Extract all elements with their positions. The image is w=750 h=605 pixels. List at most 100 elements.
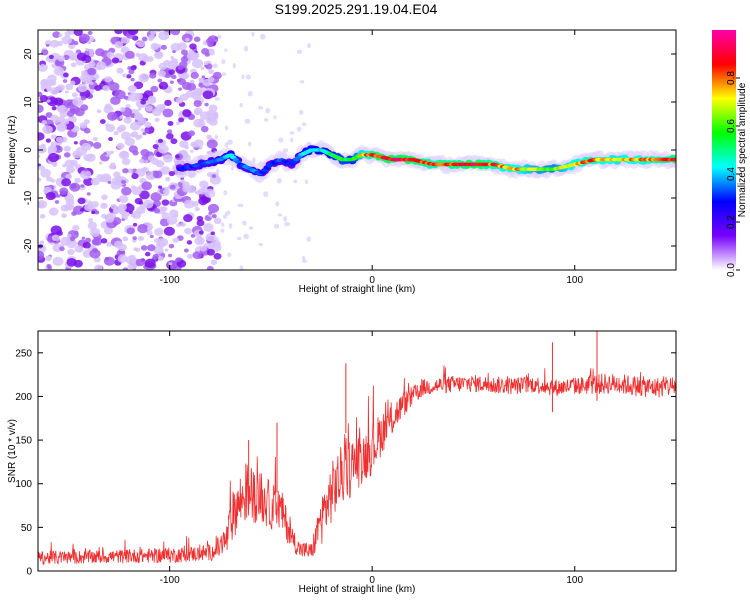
noise-speckle [94,264,103,270]
noise-speckle [125,50,135,59]
noise-speckle [43,78,48,83]
noise-speckle [115,175,122,181]
noise-speckle [74,107,85,117]
noise-speckle [39,214,46,219]
noise-speckle [183,248,189,253]
noise-speckle [62,79,68,83]
noise-speckle [207,41,214,48]
noise-speckle [121,158,131,166]
noise-speckle [273,115,277,120]
noise-speckle [182,109,192,118]
noise-speckle [197,188,206,195]
noise-speckle [210,192,216,198]
noise-speckle [193,107,203,115]
noise-speckle [140,149,150,157]
noise-speckle [179,140,189,149]
noise-speckle [278,137,284,143]
noise-speckle [81,75,93,85]
noise-speckle [168,253,173,258]
noise-speckle [116,67,124,74]
spectrogram-x-label: Height of straight line (km) [299,284,416,295]
noise-speckle [202,90,214,100]
noise-speckle [180,49,188,56]
noise-speckle [247,90,253,97]
noise-speckle [46,176,53,182]
figure-title: S199.2025.291.19.04.E04 [275,1,438,17]
noise-speckle [96,109,102,114]
noise-speckle [120,151,129,158]
noise-speckle [130,77,135,82]
noise-speckle [137,223,149,234]
noise-speckle [177,65,184,70]
snr-y-ticks: 0 50 100 150 200 250 [15,348,676,578]
noise-speckle [100,238,108,244]
noise-speckle [121,186,132,196]
noise-speckle [190,234,196,238]
snr-line [38,365,676,565]
noise-speckle [121,217,125,222]
noise-speckle [100,202,108,209]
noise-speckle [150,158,160,165]
noise-speckle [106,111,118,121]
noise-speckle [73,141,78,145]
noise-speckle [38,202,42,207]
spectrogram-y-label: Frequency (Hz) [7,116,18,185]
noise-speckle [60,236,71,246]
noise-speckle [132,222,138,227]
noise-speckle [39,240,45,245]
noise-speckle [299,80,305,84]
noise-speckle [164,248,169,252]
noise-speckle [109,150,114,154]
noise-speckle [81,70,88,76]
noise-speckle [69,55,76,61]
noise-speckle [121,179,127,185]
noise-speckle [80,184,85,188]
noise-speckle [127,168,134,174]
noise-speckle [190,71,199,79]
noise-speckle [122,267,129,270]
noise-speckle [127,30,139,36]
noise-speckle [242,220,247,226]
colorbar: 0.0 0.2 0.4 0.6 0.8 Normalized spectral ampl… [712,30,748,277]
noise-speckle [38,154,41,158]
noise-speckle [158,31,170,41]
noise-speckle [46,264,52,269]
noise-speckle [48,152,60,163]
noise-speckle [156,30,162,33]
noise-speckle [44,255,52,262]
y-tick-label: 250 [15,348,32,359]
noise-speckle [243,45,249,52]
noise-speckle [169,209,179,218]
noise-speckle [176,223,181,227]
noise-speckle [96,61,107,70]
noise-speckle [66,233,72,238]
noise-speckle [45,43,50,47]
noise-speckle [74,245,84,253]
noise-speckle [138,73,150,83]
noise-speckle [212,63,218,69]
noise-speckle [145,105,153,112]
noise-speckle [70,62,77,68]
noise-speckle [53,66,65,76]
noise-speckle [61,35,72,45]
noise-speckle [141,181,152,191]
noise-speckle [263,191,269,198]
noise-speckle [299,109,304,115]
noise-speckle [50,87,60,95]
noise-speckle [100,173,111,182]
noise-speckle [211,174,217,178]
x-tick-label: -100 [160,275,180,286]
noise-speckle [91,210,96,215]
noise-speckle [224,142,229,148]
noise-speckle [127,85,137,93]
noise-speckle [172,50,176,54]
noise-speckle [200,66,205,70]
noise-speckle [186,51,198,61]
noise-speckle [63,152,71,158]
noise-speckle [73,30,83,37]
noise-speckle [207,203,220,214]
noise-speckle [144,258,156,269]
noise-speckle [275,201,280,207]
noise-speckle [152,44,159,49]
